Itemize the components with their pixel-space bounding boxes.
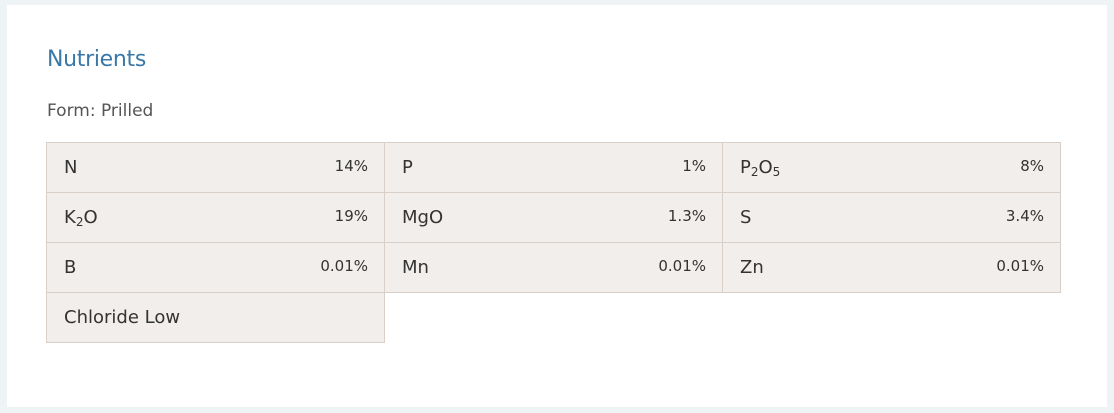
- nutrient-cell: MgO 1.3%: [384, 192, 723, 243]
- nutrient-value: 3.4%: [1005, 206, 1044, 225]
- nutrient-value: 0.01%: [658, 256, 706, 275]
- nutrient-label: Mn: [402, 257, 429, 278]
- nutrient-cell: S 3.4%: [722, 192, 1061, 243]
- nutrient-cell: N 14%: [46, 142, 385, 193]
- nutrient-value: 8%: [1020, 156, 1044, 175]
- nutrient-cell: K2O 19%: [46, 192, 385, 243]
- nutrient-label: P2O5: [740, 156, 781, 179]
- nutrient-cell: Mn 0.01%: [384, 242, 723, 293]
- nutrients-card: Nutrients Form: Prilled N 14% P 1% P2O5 8% …: [7, 5, 1107, 407]
- nutrient-cell: P2O5 8%: [722, 142, 1061, 193]
- nutrient-label: B: [64, 257, 77, 278]
- nutrient-value: 0.01%: [320, 256, 368, 275]
- nutrient-label: S: [740, 207, 752, 228]
- nutrient-value: 0.01%: [996, 256, 1044, 275]
- nutrient-label: Zn: [740, 257, 764, 278]
- nutrient-value: 1.3%: [667, 206, 706, 225]
- nutrient-value: 19%: [334, 206, 368, 225]
- nutrient-label: Chloride Low: [64, 307, 181, 328]
- nutrient-label: MgO: [402, 207, 444, 228]
- nutrient-cell: Chloride Low: [46, 292, 385, 343]
- nutrient-cell: B 0.01%: [46, 242, 385, 293]
- nutrient-value: 14%: [334, 156, 368, 175]
- nutrient-cell: P 1%: [384, 142, 723, 193]
- nutrients-table: N 14% P 1% P2O5 8% K2O 19% MgO 1.3% S 3.4% B 0.…: [46, 142, 1061, 343]
- nutrient-value: 1%: [682, 156, 706, 175]
- nutrient-label: K2O: [64, 206, 98, 229]
- form-label: Form: Prilled: [47, 101, 154, 121]
- section-title: Nutrients: [47, 47, 147, 72]
- nutrient-label: P: [402, 157, 413, 178]
- nutrient-label: N: [64, 157, 78, 178]
- nutrient-cell: Zn 0.01%: [722, 242, 1061, 293]
